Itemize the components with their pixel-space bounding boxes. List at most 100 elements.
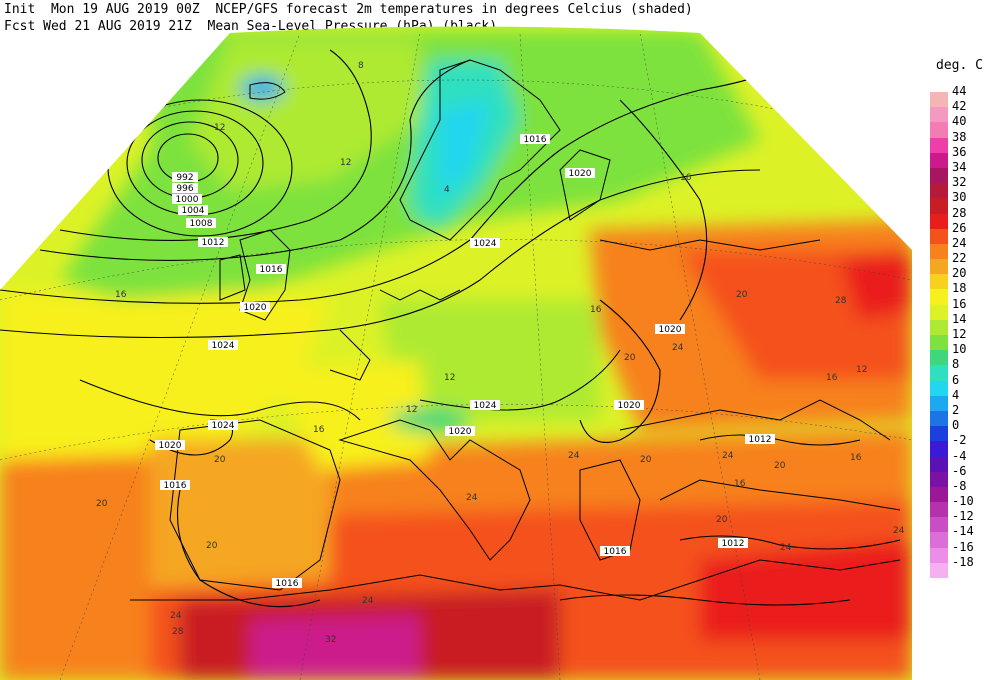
isobar-label: 1020 [655,324,685,335]
temp-label: 24 [170,611,182,621]
temp-label: 12 [406,405,417,415]
temp-label: 16 [734,479,746,489]
temp-label: 20 [716,515,728,525]
isobar-label: 1020 [565,168,595,179]
svg-text:1024: 1024 [474,239,497,249]
isobar-label: 1020 [155,440,185,451]
legend-label: 44 [952,84,967,98]
legend-label: -6 [952,463,967,478]
legend-label: 20 [952,266,967,281]
legend-swatch [930,562,948,578]
svg-text:1020: 1020 [569,169,592,179]
legend-label: 22 [952,251,967,266]
legend-label: 14 [952,311,967,326]
forecast-map: 992 996 1000 1004 1008 1012 1016 1020 10… [0,26,912,680]
legend-swatch [930,380,948,396]
temp-label: 24 [568,451,580,461]
isobar-label: 1020 [240,302,270,313]
svg-text:1004: 1004 [182,206,205,216]
legend-swatch [930,107,948,123]
temp-label: 24 [893,526,905,536]
svg-text:992: 992 [176,173,193,183]
isobar-label: 1024 [470,400,500,411]
init-line: Init Mon 19 AUG 2019 00Z NCEP/GFS foreca… [4,2,693,17]
legend-label: 16 [952,296,967,311]
legend-swatch [930,410,948,427]
legend-swatch [930,183,948,199]
temp-label: 24 [466,493,478,503]
legend-label: -12 [952,509,974,524]
svg-text:1012: 1012 [749,435,772,445]
legend-swatch [930,532,948,548]
temperature-field [0,26,912,680]
legend-label: 24 [952,235,967,250]
svg-text:1020: 1020 [449,427,472,437]
temp-label: 12 [340,158,351,168]
legend-label: -8 [952,478,967,493]
temp-label: 20 [96,499,108,509]
svg-text:1012: 1012 [202,238,225,248]
legend-label: 40 [952,114,967,129]
legend-swatch [930,198,948,214]
legend-swatch [930,486,948,503]
isobar-label: 1020 [445,426,475,437]
legend-swatch [930,441,948,457]
legend-label: -10 [952,494,974,509]
legend-swatch [930,228,948,244]
legend-swatch [930,456,948,472]
temp-label: 16 [826,373,838,383]
legend-swatch [930,335,948,351]
svg-text:1008: 1008 [190,219,213,229]
temp-label: 24 [722,451,734,461]
temp-label: 24 [362,596,374,606]
legend-labels: 44 42 40 38 36 34 32 30 28 26 24 22 20 18 16 14 12 10 8 6 4 2… [952,84,974,570]
legend-label: 18 [952,281,967,296]
temp-label: 12 [856,365,867,375]
legend-label: -4 [952,448,967,463]
legend-label: 4 [952,387,960,402]
svg-text:1020: 1020 [244,303,267,313]
temp-label: 20 [774,461,786,471]
svg-text:1016: 1016 [524,135,547,145]
legend-swatch [930,137,948,153]
legend-swatch [930,152,948,168]
isobar-label: 1016 [520,134,550,145]
temp-label: 4 [444,185,450,195]
legend-label: -18 [952,554,974,569]
legend-swatch [930,259,948,275]
legend-swatch [930,243,948,260]
temp-label: 16 [850,453,862,463]
temp-label: 32 [325,635,336,645]
legend-swatch [930,304,948,320]
legend-swatch [930,365,948,381]
isobar-label: 1012 [745,434,775,445]
isobars [0,49,901,608]
svg-text:1020: 1020 [159,441,182,451]
coastlines [130,59,901,601]
isobar-label: 1020 [614,400,644,411]
temp-label: 20 [640,455,652,465]
isobar-label: 1016 [272,578,302,589]
legend-label: 42 [952,99,967,114]
svg-text:1024: 1024 [212,421,235,431]
temp-label: 12 [444,373,455,383]
legend-swatch [930,426,948,442]
isobar-label: 1004 [178,205,208,216]
temperature-labels: 12 12 8 4 16 16 16 12 20 20 24 24 20 28 … [96,61,905,645]
svg-text:1000: 1000 [176,195,199,205]
legend-label: 6 [952,372,960,387]
isobar-labels: 992 996 1000 1004 1008 1012 1016 1020 10… [155,134,775,589]
legend-label: 36 [952,144,967,159]
legend-swatch [930,92,948,108]
isobar-label: 1012 [718,538,748,549]
svg-text:1024: 1024 [212,341,235,351]
legend-label: 12 [952,327,967,341]
temp-label: 12 [214,123,225,133]
isobar-label: 1016 [600,546,630,557]
svg-text:1016: 1016 [276,579,299,589]
temp-label: 24 [672,343,684,353]
legend-swatch [930,274,948,290]
temp-label: 16 [590,305,602,315]
svg-text:996: 996 [176,184,193,194]
isobar-label: 1024 [208,340,238,351]
